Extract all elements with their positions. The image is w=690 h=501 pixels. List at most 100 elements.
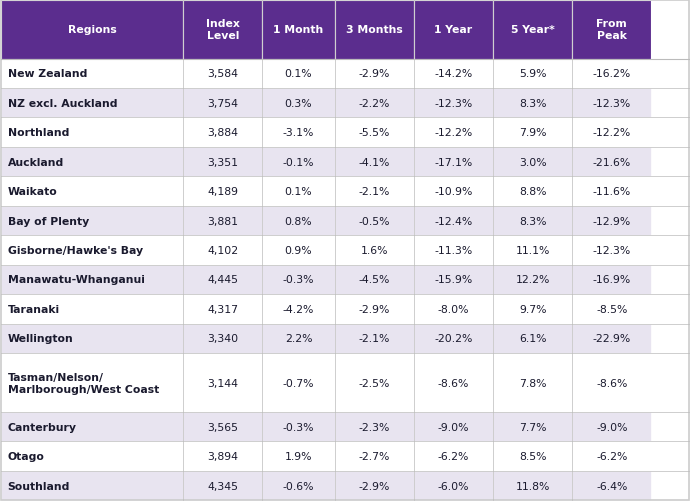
Text: -11.3%: -11.3% [434,245,473,256]
Bar [493,441,572,471]
Bar [183,236,262,265]
Bar [183,1,262,60]
Bar [493,295,572,324]
Text: -8.6%: -8.6% [596,378,627,388]
Text: -0.3%: -0.3% [283,422,314,432]
Bar [262,60,335,89]
Bar [183,89,262,118]
Text: -17.1%: -17.1% [434,157,473,167]
Bar [183,148,262,177]
Text: -21.6%: -21.6% [593,157,631,167]
Text: -12.4%: -12.4% [434,216,473,226]
Bar [572,177,651,206]
Bar [335,148,414,177]
Text: 4,189: 4,189 [207,187,238,197]
Text: -2.3%: -2.3% [359,422,390,432]
Text: -6.2%: -6.2% [437,451,469,461]
Bar [414,148,493,177]
Bar [414,206,493,236]
Bar [572,324,651,353]
Bar [183,177,262,206]
Bar [335,353,414,412]
Bar [183,118,262,148]
Bar [183,353,262,412]
Text: -16.2%: -16.2% [593,69,631,79]
Text: Waikato: Waikato [8,187,57,197]
Bar [335,1,414,60]
Text: 0.1%: 0.1% [285,187,313,197]
Text: -2.2%: -2.2% [359,99,390,109]
Bar [1,89,183,118]
Text: -4.2%: -4.2% [283,304,314,314]
Bar [572,441,651,471]
Bar [572,1,651,60]
Text: Index
Level: Index Level [206,19,239,41]
Bar [1,148,183,177]
Bar [414,236,493,265]
Text: Wellington: Wellington [8,334,73,344]
Text: -9.0%: -9.0% [437,422,469,432]
Bar [262,118,335,148]
Text: -2.9%: -2.9% [359,69,390,79]
Text: -10.9%: -10.9% [434,187,473,197]
Text: Canterbury: Canterbury [8,422,77,432]
Bar [572,412,651,441]
Text: -16.9%: -16.9% [593,275,631,285]
Text: 0.9%: 0.9% [285,245,313,256]
Text: 7.7%: 7.7% [519,422,546,432]
Text: -2.7%: -2.7% [359,451,390,461]
Text: 8.8%: 8.8% [519,187,546,197]
Bar [183,471,262,500]
Bar [1,265,183,295]
Bar [414,1,493,60]
Text: -2.1%: -2.1% [359,334,390,344]
Bar [183,60,262,89]
Text: -0.3%: -0.3% [283,275,314,285]
Text: -0.7%: -0.7% [283,378,314,388]
Bar [335,441,414,471]
Bar [262,236,335,265]
Text: Taranaki: Taranaki [8,304,60,314]
Text: -0.6%: -0.6% [283,480,314,490]
Text: Tasman/Nelson/
Marlborough/West Coast: Tasman/Nelson/ Marlborough/West Coast [8,372,159,394]
Bar [414,471,493,500]
Text: 4,445: 4,445 [207,275,238,285]
Bar [414,265,493,295]
Text: -8.5%: -8.5% [596,304,627,314]
Text: 1 Year: 1 Year [435,25,473,35]
Bar [572,118,651,148]
Bar [262,471,335,500]
Bar [414,177,493,206]
Text: New Zealand: New Zealand [8,69,87,79]
Bar [183,412,262,441]
Bar [262,265,335,295]
Bar [335,177,414,206]
Text: Northland: Northland [8,128,69,138]
Text: -2.1%: -2.1% [359,187,390,197]
Bar [335,206,414,236]
Bar [183,324,262,353]
Bar [414,295,493,324]
Text: 9.7%: 9.7% [519,304,546,314]
Text: Regions: Regions [68,25,117,35]
Bar [335,265,414,295]
Text: 3,144: 3,144 [207,378,238,388]
Bar [493,118,572,148]
Bar [493,206,572,236]
Bar [262,89,335,118]
Text: Otago: Otago [8,451,44,461]
Text: 7.9%: 7.9% [519,128,546,138]
Bar [1,1,183,60]
Text: Auckland: Auckland [8,157,64,167]
Text: -2.5%: -2.5% [359,378,390,388]
Bar [414,441,493,471]
Text: Manawatu-Whanganui: Manawatu-Whanganui [8,275,144,285]
Text: NZ excl. Auckland: NZ excl. Auckland [8,99,117,109]
Text: -20.2%: -20.2% [434,334,473,344]
Bar [572,236,651,265]
Bar [183,265,262,295]
Bar [335,118,414,148]
Text: 4,317: 4,317 [207,304,238,314]
Text: 4,345: 4,345 [207,480,238,490]
Text: 3 Months: 3 Months [346,25,403,35]
